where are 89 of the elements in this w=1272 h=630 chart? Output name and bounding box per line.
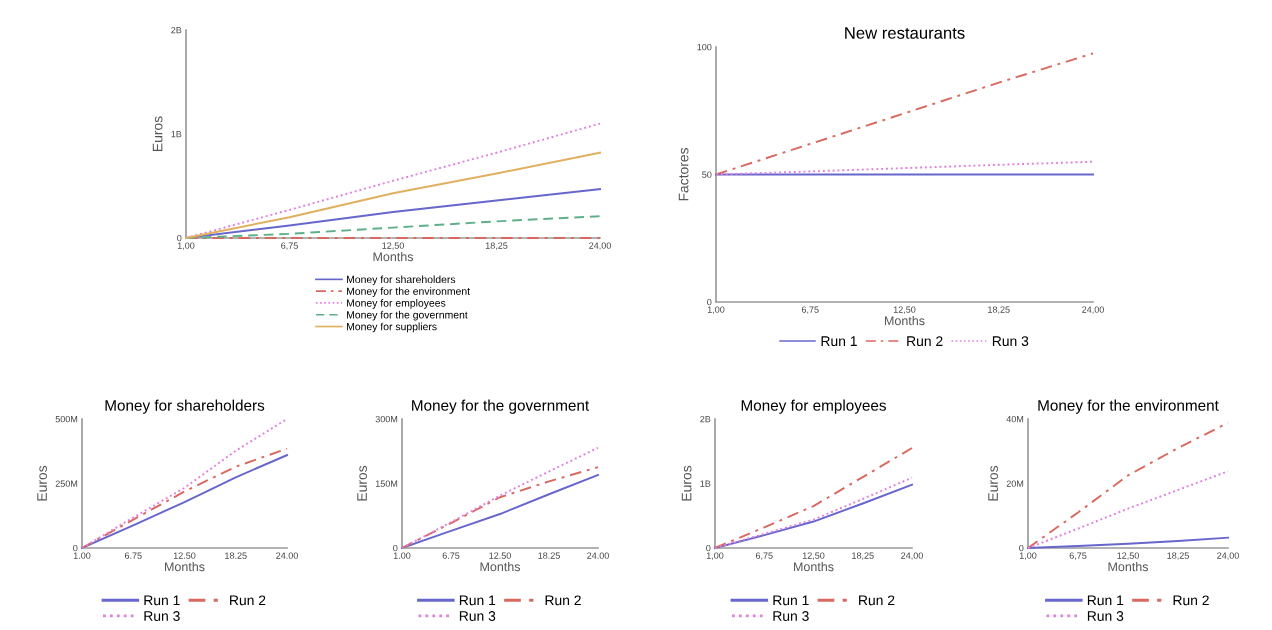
x-tick-label: 12.50 (489, 552, 511, 559)
x-tick-label: 1,00 (177, 242, 195, 250)
legend-label: Run 1 (1087, 595, 1124, 606)
legend-label: Run 3 (144, 611, 180, 621)
legend-label: Run 1 (773, 595, 809, 606)
legend-label: Money for suppliers (347, 322, 437, 333)
chart-title: Money for shareholders (105, 399, 265, 414)
chart-title: Money for employees (741, 399, 886, 414)
x-tick-label: 18,25 (1167, 552, 1189, 560)
y-tick-label: 0 (73, 544, 78, 552)
legend-label: Run 2 (230, 595, 266, 606)
legend-label: Money for the environment (347, 287, 470, 297)
legend-label: Run 2 (859, 595, 895, 606)
y-axis-title: Euros (681, 465, 692, 501)
x-tick-label: 1,00 (707, 306, 725, 314)
legend-label: Run 2 (907, 336, 943, 347)
x-tick-label: 24,00 (901, 552, 923, 560)
y-tick-label: 100 (697, 43, 712, 51)
x-tick-label: 18.25 (225, 552, 247, 559)
x-tick-label: 1.00 (73, 552, 91, 559)
x-tick-label: 24.00 (276, 552, 298, 559)
y-axis-title: Euros (988, 465, 998, 501)
y-tick-label: 250M (55, 480, 78, 487)
x-axis-title: Months (480, 561, 521, 572)
legend-label: Run 1 (821, 336, 857, 347)
y-tick-label: 500M (55, 415, 78, 423)
y-tick-label: 150M (375, 480, 398, 487)
legend-label: Run 1 (459, 595, 496, 606)
legend-label: Run 3 (773, 611, 809, 621)
y-tick-label: 50 (702, 171, 712, 178)
legend-label: Run 1 (144, 595, 180, 606)
y-tick-label: 20M (1006, 480, 1024, 487)
line-series (715, 52, 1094, 176)
x-tick-label: 12,50 (1117, 552, 1139, 560)
legend-label: Money for employees (347, 299, 446, 309)
legend-label: Run 3 (1087, 611, 1124, 621)
y-tick-label: 300M (375, 415, 398, 423)
y-axis-title: Euros (37, 465, 47, 501)
x-tick-label: 1,00 (1019, 552, 1037, 560)
x-tick-label: 6,75 (1069, 552, 1087, 560)
x-tick-label: 18,25 (988, 306, 1010, 314)
chart-title: Money for the environment (1038, 399, 1219, 414)
x-axis-title: Months (794, 561, 834, 572)
x-tick-label: 18,25 (852, 552, 874, 560)
y-tick-label: 0 (707, 298, 712, 306)
x-tick-label: 6.75 (124, 552, 142, 559)
legend-label: Money for shareholders (347, 275, 456, 286)
y-tick-label: 40M (1006, 415, 1024, 423)
y-tick-label: 1B (700, 480, 711, 487)
x-tick-label: 18.25 (538, 552, 560, 559)
x-tick-label: 24,00 (1217, 552, 1239, 560)
x-tick-label: 12,50 (382, 242, 404, 250)
y-axis-title: Euros (357, 465, 367, 501)
y-tick-label: 0 (393, 544, 398, 552)
y-tick-label: 2B (171, 26, 182, 34)
line-series (1027, 421, 1229, 549)
y-tick-label: 0 (706, 544, 711, 552)
y-axis-title: Factores (678, 147, 689, 201)
legend-label: Money for the government (347, 310, 468, 321)
line-series (715, 160, 1094, 176)
y-tick-label: 0 (177, 234, 182, 242)
x-tick-label: 24.00 (587, 552, 609, 559)
y-axis-title: Euros (152, 116, 163, 151)
x-tick-label: 1.00 (393, 552, 411, 559)
x-tick-label: 24,00 (1082, 306, 1104, 314)
legend-label: Run 3 (992, 336, 1029, 347)
x-tick-label: 12,50 (802, 552, 825, 560)
chart-title: New restaurants (845, 27, 965, 39)
legend-label: Run 2 (545, 595, 581, 606)
line-series (81, 418, 288, 549)
legend-label: Run 3 (459, 611, 496, 621)
x-axis-title: Months (885, 315, 925, 326)
x-tick-label: 18,25 (485, 242, 508, 250)
y-tick-label: 0 (1019, 544, 1024, 552)
x-axis-title: Months (1108, 561, 1149, 572)
x-tick-label: 12.50 (173, 552, 196, 559)
x-tick-label: 6.75 (442, 552, 460, 559)
y-tick-label: 1B (171, 131, 182, 138)
x-tick-label: 12,50 (893, 306, 916, 314)
x-tick-label: 6,75 (281, 242, 298, 250)
x-tick-label: 6,75 (755, 552, 773, 560)
x-tick-label: 24,00 (589, 242, 611, 250)
legend-label: Run 2 (1173, 595, 1209, 606)
x-tick-label: 1,00 (706, 552, 724, 560)
x-tick-label: 6,75 (801, 306, 819, 314)
x-axis-title: Months (165, 561, 205, 572)
y-tick-label: 2B (700, 415, 711, 423)
x-axis-title: Months (373, 251, 414, 262)
chart-title: Money for the government (412, 399, 590, 414)
